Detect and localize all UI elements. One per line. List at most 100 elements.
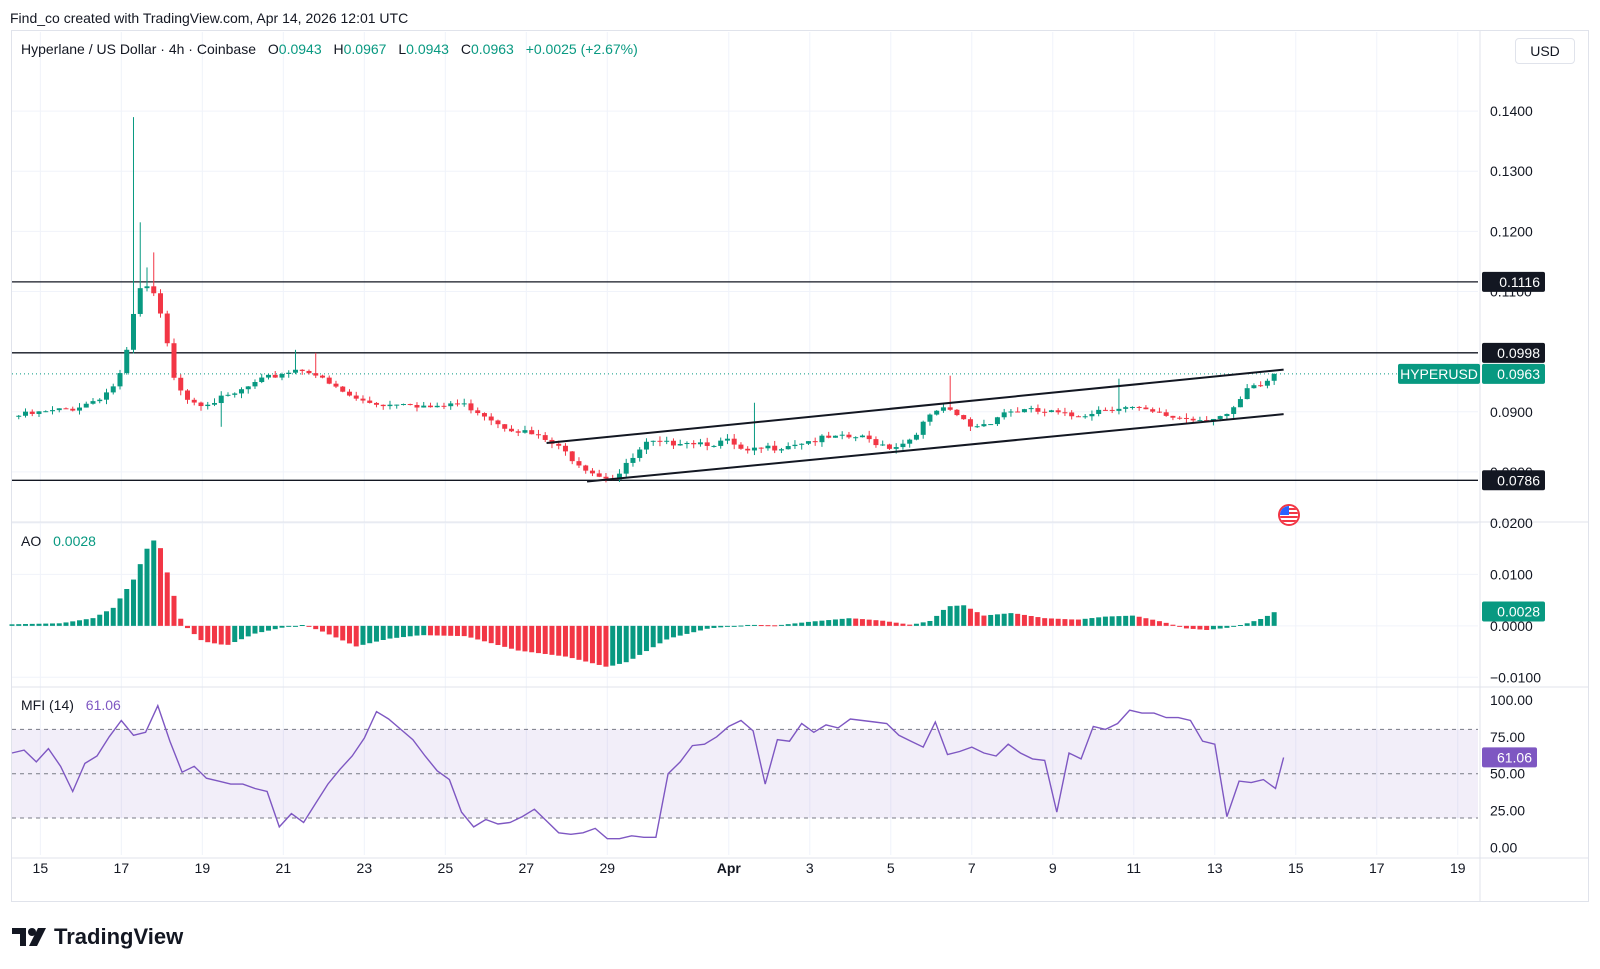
ao-legend[interactable]: AO 0.0028 bbox=[21, 533, 100, 549]
mfi-name: MFI (14) bbox=[21, 697, 74, 713]
candle-body bbox=[29, 411, 35, 414]
ao-bar bbox=[1129, 615, 1135, 626]
candle-body bbox=[1048, 410, 1054, 413]
ao-bars bbox=[9, 540, 1277, 667]
candle-body bbox=[1150, 409, 1156, 412]
ao-bar bbox=[799, 622, 805, 626]
candle-body bbox=[657, 440, 663, 442]
candle-body bbox=[880, 444, 886, 446]
price-tick-label: 0.1400 bbox=[1490, 103, 1533, 119]
ao-bar bbox=[164, 572, 170, 626]
ao-bar bbox=[907, 624, 913, 626]
candle-body bbox=[1069, 412, 1075, 417]
us-flag-icon[interactable] bbox=[1278, 504, 1300, 526]
candle-body bbox=[1183, 417, 1189, 419]
candle-body bbox=[292, 369, 298, 373]
ao-bar bbox=[461, 625, 467, 637]
ao-bar bbox=[1156, 621, 1162, 626]
candle-body bbox=[853, 437, 859, 439]
ao-bar bbox=[454, 625, 460, 636]
candle-body bbox=[313, 373, 319, 376]
ao-bar bbox=[738, 625, 744, 627]
ao-bar bbox=[927, 620, 933, 626]
ao-bar bbox=[913, 623, 919, 626]
candle-body bbox=[947, 407, 953, 410]
ao-bar bbox=[225, 625, 231, 645]
candle-body bbox=[1177, 417, 1183, 419]
candle-body bbox=[718, 440, 724, 446]
time-tick-label: Apr bbox=[717, 860, 742, 876]
candle-body bbox=[1197, 420, 1203, 422]
ao-bar bbox=[691, 625, 697, 633]
time-tick-label: 17 bbox=[1369, 860, 1385, 876]
symbol-tag bbox=[1398, 363, 1480, 384]
ao-bar bbox=[1183, 625, 1189, 629]
ao-bar bbox=[1028, 616, 1034, 626]
ao-bar bbox=[360, 625, 366, 645]
candle-body bbox=[1082, 416, 1088, 418]
ao-bar bbox=[400, 625, 406, 638]
candle-body bbox=[900, 443, 906, 448]
ao-bar bbox=[110, 607, 116, 626]
ao-value-tag-label: 0.0028 bbox=[1497, 603, 1540, 619]
ao-bar bbox=[1123, 615, 1129, 626]
ao-bar bbox=[745, 624, 751, 626]
candle-body bbox=[792, 444, 798, 447]
candle-body bbox=[765, 445, 771, 449]
candle-body bbox=[630, 457, 636, 463]
candle-body bbox=[16, 415, 22, 417]
main-legend[interactable]: Hyperlane / US Dollar · 4h · Coinbase O0… bbox=[21, 41, 642, 57]
ao-bar bbox=[583, 625, 589, 662]
ao-bar bbox=[603, 625, 609, 667]
ao-bar bbox=[178, 618, 184, 626]
ao-bar bbox=[279, 625, 285, 628]
last-price-tag bbox=[1482, 363, 1545, 384]
ao-bar bbox=[1271, 612, 1277, 626]
candle-body bbox=[711, 445, 717, 447]
attribution-header: Find_co created with TradingView.com, Ap… bbox=[10, 10, 409, 26]
mfi-tick-label: 100.00 bbox=[1490, 692, 1533, 708]
candle-body bbox=[1123, 407, 1129, 409]
currency-button[interactable]: USD bbox=[1515, 38, 1575, 64]
ao-bar bbox=[1170, 624, 1176, 626]
candle-body bbox=[1244, 388, 1250, 400]
ao-bar bbox=[299, 625, 305, 626]
ao-bar bbox=[97, 614, 103, 626]
candle-body bbox=[265, 374, 271, 378]
ao-bar bbox=[589, 625, 595, 664]
ao-bar bbox=[643, 625, 649, 652]
time-tick-label: 9 bbox=[1049, 860, 1057, 876]
ao-bar bbox=[157, 548, 163, 626]
ao-bar bbox=[664, 625, 670, 640]
candle-body bbox=[637, 449, 643, 458]
low-label: L bbox=[398, 41, 407, 57]
ao-bar bbox=[1237, 625, 1243, 626]
price-tick-label: 0.1300 bbox=[1490, 163, 1533, 179]
candle-body bbox=[873, 439, 879, 446]
mfi-legend[interactable]: MFI (14) 61.06 bbox=[21, 697, 125, 713]
ao-bar bbox=[1069, 619, 1075, 626]
candle-body bbox=[1015, 411, 1021, 413]
candle-body bbox=[799, 443, 805, 445]
candle-body bbox=[346, 391, 352, 396]
candle-body bbox=[927, 414, 933, 422]
tradingview-logo[interactable]: TradingView bbox=[12, 924, 183, 950]
candle-body bbox=[171, 343, 177, 378]
ao-bar bbox=[1055, 618, 1061, 626]
candle-body bbox=[988, 424, 994, 426]
ao-bar bbox=[475, 625, 481, 640]
candle-body bbox=[319, 375, 325, 378]
candle-body bbox=[724, 438, 730, 441]
candle-body bbox=[238, 389, 244, 394]
candle-body bbox=[866, 435, 872, 440]
candle-body bbox=[299, 369, 305, 371]
ao-bar bbox=[1136, 616, 1142, 626]
change-value: +0.0025 (+2.67%) bbox=[525, 41, 638, 57]
candle-body bbox=[97, 399, 103, 402]
chart-frame[interactable] bbox=[11, 30, 1589, 902]
time-tick-label: 21 bbox=[276, 860, 292, 876]
time-tick-label: 5 bbox=[887, 860, 895, 876]
candle-body bbox=[961, 415, 967, 420]
candle-body bbox=[103, 392, 109, 400]
